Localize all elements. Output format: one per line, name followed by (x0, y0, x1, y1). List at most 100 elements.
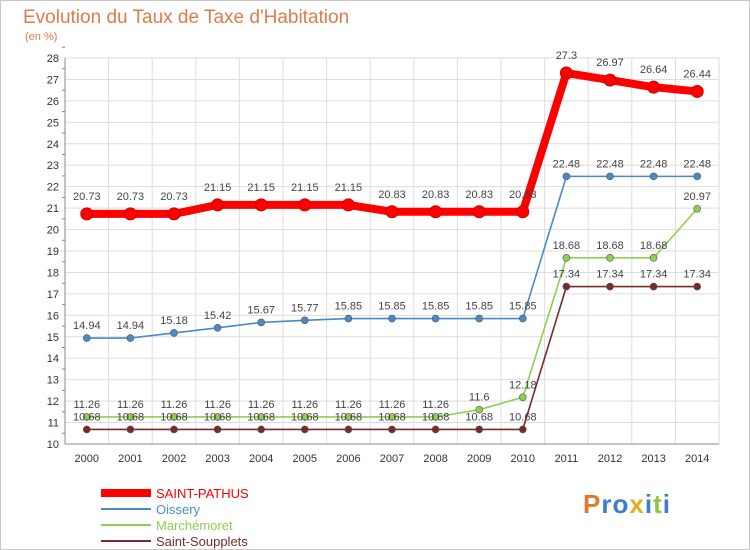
data-label: 11.26 (73, 399, 100, 411)
data-label: 27.3 (556, 50, 577, 62)
data-label: 18.68 (553, 240, 581, 252)
data-label: 20.83 (465, 189, 493, 201)
data-label: 18.68 (640, 240, 668, 252)
data-label: 10.68 (204, 411, 232, 423)
data-point (213, 413, 222, 421)
data-label: 12.18 (509, 379, 537, 391)
data-point (213, 323, 222, 332)
data-point (298, 198, 312, 212)
data-label: 22.48 (640, 158, 668, 170)
data-point (472, 205, 486, 219)
data-point (562, 172, 571, 181)
data-point (649, 282, 658, 291)
data-label: 17.34 (683, 269, 711, 281)
data-point (300, 316, 309, 325)
data-point (690, 84, 704, 98)
data-label: 20.73 (160, 191, 188, 203)
y-tick-label: 22 (47, 182, 59, 194)
data-point (388, 314, 396, 323)
y-tick-label: 15 (47, 332, 59, 344)
data-label: 10.68 (73, 411, 101, 423)
y-tick-label: 24 (47, 139, 59, 151)
proxiti-logo: Proxiti (583, 489, 671, 520)
data-point (429, 205, 443, 219)
x-tick-label: 2010 (511, 453, 535, 465)
data-point (300, 425, 309, 434)
data-label: 20.73 (73, 191, 101, 203)
data-label: 17.34 (640, 269, 668, 281)
data-point (254, 198, 268, 212)
x-tick-label: 2012 (598, 453, 622, 465)
x-tick-label: 2011 (555, 453, 579, 465)
x-tick-label: 2013 (641, 453, 665, 465)
y-tick-label: 21 (47, 203, 59, 215)
data-label: 11.26 (291, 399, 318, 411)
data-point (693, 172, 702, 181)
data-label: 10.68 (335, 411, 363, 423)
data-point (211, 198, 225, 212)
data-label: 22.48 (683, 158, 711, 170)
logo-letter: i (644, 489, 654, 519)
legend-entry: Oissery (156, 502, 201, 517)
data-label: 10.68 (247, 411, 275, 423)
data-point (170, 329, 178, 337)
series-lines (80, 66, 704, 434)
data-label: 15.85 (509, 301, 537, 313)
data-point (126, 425, 135, 434)
data-point (562, 282, 571, 291)
data-point (603, 73, 617, 87)
data-point (516, 205, 530, 219)
x-tick-label: 2002 (162, 453, 186, 465)
data-label: 10.68 (378, 411, 406, 423)
data-point (649, 254, 658, 262)
data-label: 11.26 (335, 399, 362, 411)
y-tick-label: 18 (47, 267, 59, 279)
data-label: 17.34 (596, 269, 624, 281)
data-label: 15.85 (422, 301, 450, 313)
logo-letter: x (629, 489, 645, 519)
data-point (167, 207, 181, 221)
data-point (475, 425, 484, 434)
data-point (344, 314, 353, 323)
data-label: 10.68 (465, 411, 493, 423)
y-tick-label: 25 (47, 117, 59, 129)
data-label: 14.94 (73, 320, 101, 332)
axes: 10 11 12 13 14 15 16 17 18 19 20 21 22 23 24 25 26 27 28 20… (47, 46, 719, 465)
data-label: 15.85 (378, 301, 406, 313)
data-label: 18.68 (596, 240, 624, 252)
legend-entry: Saint-Soupplets (156, 534, 248, 549)
data-label: 21.15 (204, 182, 232, 194)
data-point (123, 207, 137, 221)
data-label: 21.15 (291, 182, 319, 194)
data-label: 11.26 (204, 399, 231, 411)
data-label: 20.83 (422, 189, 450, 201)
data-point (257, 425, 266, 434)
data-labels: 20.73 20.73 20.73 21.15 21.15 21.15 21.15 20.83… (73, 50, 711, 423)
data-label: 11.26 (379, 399, 406, 411)
data-point (257, 413, 266, 421)
data-point (649, 172, 658, 181)
data-point (385, 205, 399, 219)
data-point (257, 318, 266, 327)
data-point (606, 254, 614, 262)
data-label: 21.15 (335, 182, 363, 194)
data-point (431, 413, 440, 421)
data-point (388, 413, 396, 421)
data-point (126, 334, 135, 342)
y-tick-label: 20 (47, 225, 59, 237)
data-label: 11.26 (117, 399, 144, 411)
data-label: 26.44 (683, 68, 711, 80)
data-label: 15.85 (335, 301, 363, 313)
data-label: 11.26 (422, 399, 449, 411)
legend: SAINT-PATHUSOisseryMarchémoretSaint-Soup… (101, 486, 249, 549)
data-label: 15.18 (160, 315, 188, 327)
logo-letter: r (601, 489, 613, 519)
data-point (518, 314, 527, 323)
data-point (431, 314, 440, 323)
legend-entry: SAINT-PATHUS (156, 486, 249, 501)
data-label: 14.94 (117, 320, 145, 332)
data-label: 11.26 (248, 399, 275, 411)
x-tick-label: 2005 (293, 453, 317, 465)
data-point (559, 66, 573, 80)
